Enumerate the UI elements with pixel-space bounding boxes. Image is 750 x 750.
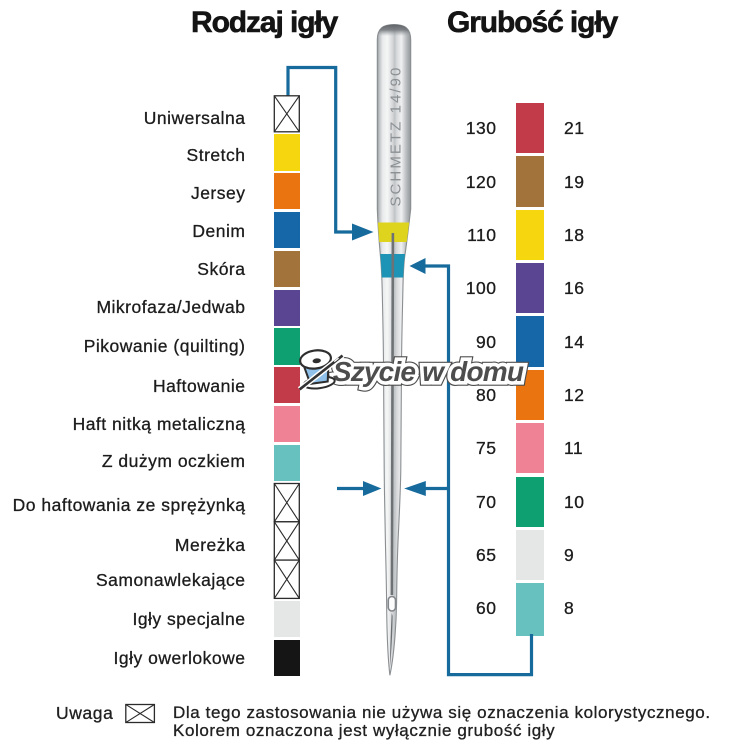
svg-text:Szycie w domu: Szycie w domu: [333, 356, 524, 387]
svg-text:SCHMETZ 14/90: SCHMETZ 14/90: [387, 67, 404, 207]
svg-text:Szycie w domu: Szycie w domu: [333, 356, 524, 387]
